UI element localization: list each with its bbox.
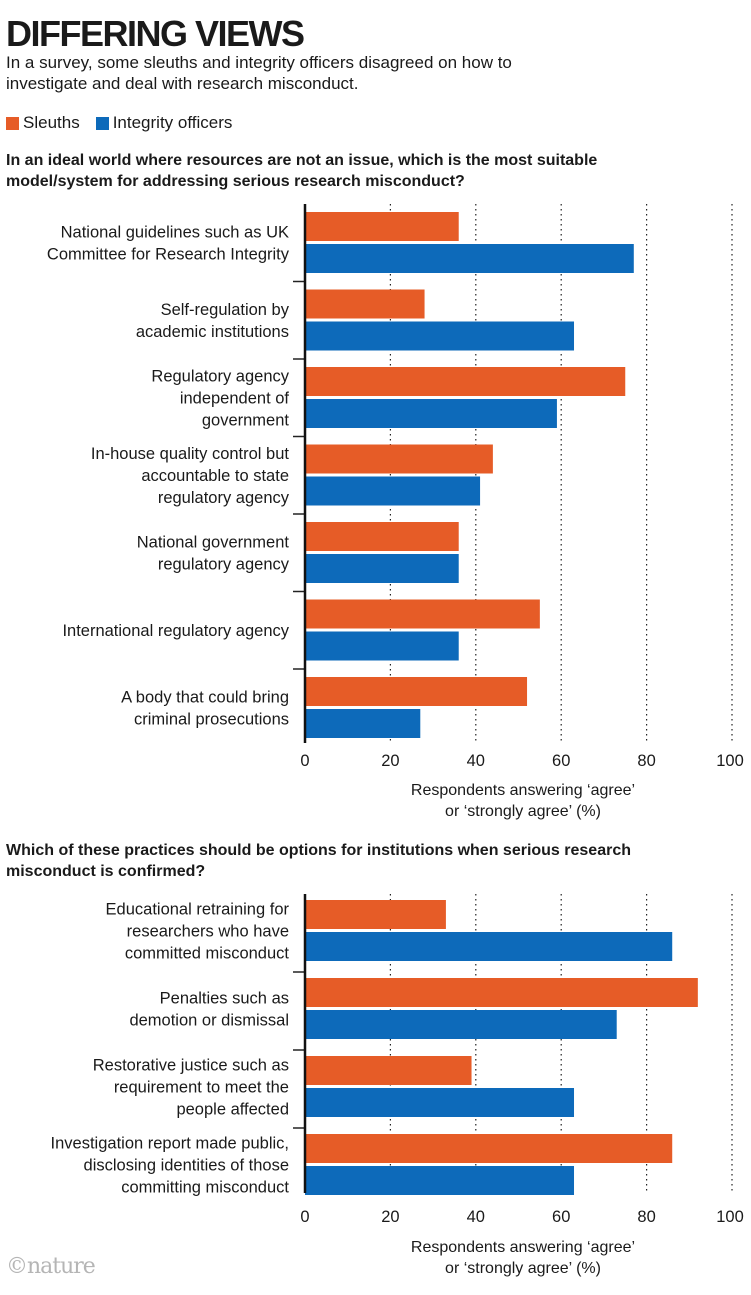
legend: Sleuths Integrity officers: [6, 112, 248, 134]
bar-integrity-officers: [305, 554, 459, 583]
x-axis-title: Respondents answering ‘agree’ or ‘strongl…: [411, 1239, 635, 1277]
bar-integrity-officers: [305, 1088, 575, 1117]
category-label: Restorative justice such as requirement t…: [93, 1057, 289, 1119]
chart-subtitle: In a survey, some sleuths and integrity …: [6, 53, 512, 93]
x-tick-label: 60: [552, 752, 570, 770]
category-label: A body that could bring criminal prosecut…: [121, 689, 289, 729]
category-label: Educational retraining for researchers wh…: [106, 901, 290, 963]
bar-sleuths: [305, 677, 528, 706]
chart-1-question: In an ideal world where resources are no…: [6, 152, 598, 190]
x-axis-title: Respondents answering ‘agree’ or ‘strongl…: [411, 782, 635, 820]
category-label: National guidelines such as UK Committee …: [47, 224, 290, 264]
bar-integrity-officers: [305, 631, 459, 661]
x-tick-label: 100: [716, 1208, 744, 1226]
legend-label-sleuths: Sleuths: [23, 113, 80, 132]
bar-integrity-officers: [305, 932, 673, 961]
chart-2-question: Which of these practices should be optio…: [6, 842, 631, 880]
bar-sleuths: [305, 212, 459, 241]
x-tick-label: 0: [300, 1208, 309, 1226]
bar-integrity-officers: [305, 321, 575, 351]
legend-item-sleuths: Sleuths: [6, 112, 80, 134]
category-label: Investigation report made public, disclos…: [51, 1135, 290, 1197]
bar-integrity-officers: [305, 244, 634, 273]
x-tick-label: 80: [637, 1208, 655, 1226]
category-label: International regulatory agency: [62, 622, 289, 640]
chart-title: DIFFERING VIEWS: [6, 13, 305, 54]
bar-integrity-officers: [305, 476, 481, 506]
x-tick-label: 0: [300, 752, 309, 770]
bar-sleuths: [305, 522, 459, 551]
bar-integrity-officers: [305, 399, 557, 428]
legend-swatch-integrity-officers: [95, 116, 109, 130]
x-tick-label: 100: [716, 752, 744, 770]
bar-integrity-officers: [305, 1010, 617, 1039]
x-tick-label: 40: [467, 752, 485, 770]
bar-sleuths: [305, 289, 425, 319]
bar-sleuths: [305, 978, 698, 1007]
bar-sleuths: [305, 1134, 673, 1163]
category-label: In-house quality control but accountable …: [91, 445, 290, 507]
x-tick-label: 60: [552, 1208, 570, 1226]
bar-sleuths: [305, 1056, 472, 1085]
legend-swatch-sleuths: [6, 116, 19, 130]
legend-item-integrity-officers: Integrity officers: [95, 112, 233, 134]
chart-1: National guidelines such as UK Committee …: [47, 204, 744, 820]
category-label: Penalties such as demotion or dismissal: [129, 990, 289, 1030]
bar-sleuths: [305, 900, 446, 929]
bar-sleuths: [305, 599, 540, 629]
bar-sleuths: [305, 444, 493, 474]
x-tick-label: 20: [381, 752, 399, 770]
x-tick-label: 80: [637, 752, 655, 770]
category-label: Regulatory agency independent of governmen…: [151, 368, 289, 430]
bar-sleuths: [305, 367, 626, 396]
x-tick-label: 20: [381, 1208, 399, 1226]
category-label: Self-regulation by academic institutions: [136, 301, 290, 341]
bar-integrity-officers: [305, 1166, 575, 1195]
legend-label-integrity-officers: Integrity officers: [112, 113, 233, 132]
nature-logo: ©nature: [6, 1254, 96, 1279]
bar-integrity-officers: [305, 709, 421, 738]
category-label: National government regulatory agency: [137, 534, 290, 574]
x-tick-label: 40: [467, 1208, 485, 1226]
